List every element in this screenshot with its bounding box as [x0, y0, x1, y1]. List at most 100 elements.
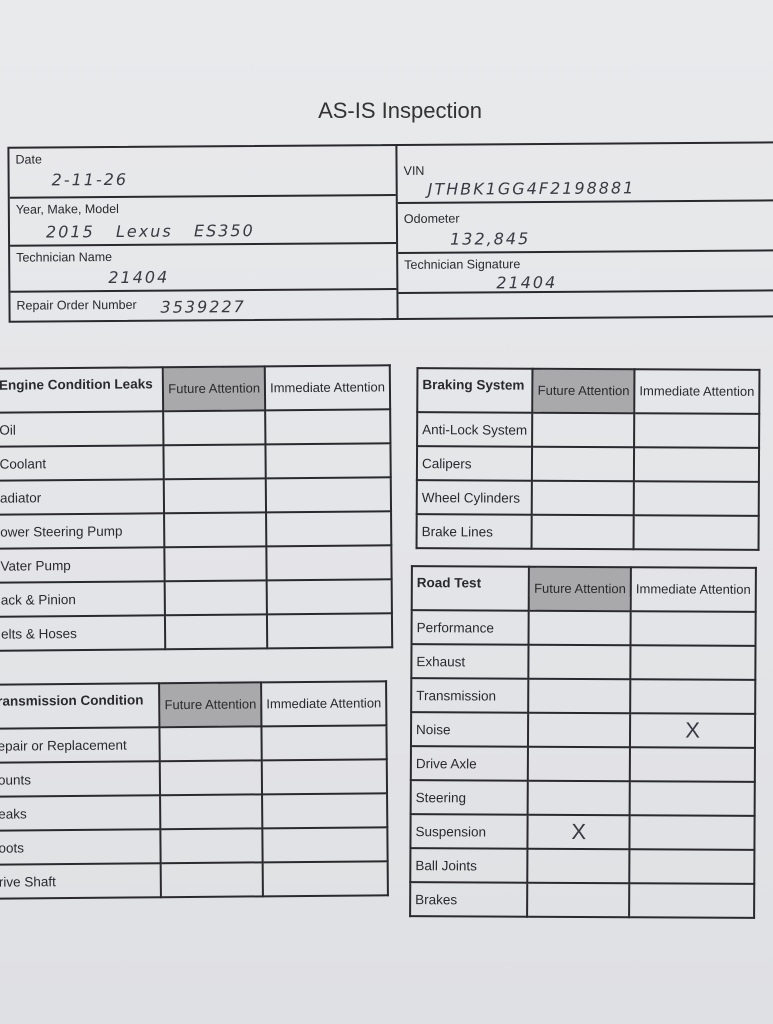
- future-attention-cell[interactable]: [527, 780, 630, 816]
- immediate-attention-cell[interactable]: [266, 511, 392, 547]
- future-attention-cell[interactable]: [528, 610, 631, 646]
- future-attention-header: Future Attention: [159, 682, 262, 728]
- date-label: Date: [15, 152, 42, 167]
- future-attention-cell[interactable]: [527, 882, 630, 918]
- immediate-attention-cell[interactable]: [262, 861, 388, 897]
- odometer-label: Odometer: [403, 211, 460, 226]
- header-row: ransmission Condition Future Attention Imm…: [0, 681, 387, 729]
- section-heading: Road Test: [411, 566, 530, 611]
- item-label: Performance: [411, 610, 529, 645]
- table-row: Wheel Cylinders: [416, 480, 759, 516]
- immediate-attention-cell[interactable]: [265, 477, 392, 513]
- immediate-attention-cell[interactable]: [261, 725, 387, 761]
- immediate-attention-cell[interactable]: [266, 545, 392, 581]
- table-row: Oil: [0, 409, 391, 447]
- ymm-label: Year, Make, Model: [15, 201, 119, 217]
- table-row: Vater Pump: [0, 545, 392, 583]
- tech-name-label: Technician Name: [16, 249, 113, 265]
- future-attention-cell[interactable]: X: [527, 814, 630, 850]
- table-row: epair or Replacement: [0, 725, 387, 763]
- tech-sig-label: Technician Signature: [404, 257, 521, 272]
- future-attention-cell[interactable]: [163, 410, 266, 446]
- immediate-attention-cell[interactable]: [261, 759, 388, 795]
- future-attention-cell[interactable]: [164, 512, 267, 548]
- item-label: Oil: [0, 411, 164, 447]
- future-attention-cell[interactable]: [163, 444, 266, 480]
- future-attention-cell[interactable]: [528, 678, 631, 714]
- immediate-attention-cell[interactable]: [629, 781, 755, 816]
- immediate-attention-cell[interactable]: [629, 815, 755, 850]
- table-row: oots: [0, 827, 388, 865]
- immediate-attention-cell[interactable]: [262, 827, 388, 863]
- table-row: Suspension X: [410, 814, 755, 850]
- immediate-attention-cell[interactable]: X: [630, 713, 756, 748]
- future-attention-cell[interactable]: [531, 514, 634, 550]
- immediate-attention-cell[interactable]: [629, 849, 755, 884]
- immediate-attention-cell[interactable]: [265, 443, 391, 479]
- item-label: Coolant: [0, 445, 165, 481]
- item-label: ounts: [0, 761, 161, 797]
- future-attention-cell[interactable]: [528, 712, 631, 748]
- future-attention-header: Future Attention: [528, 566, 632, 612]
- future-attention-cell[interactable]: [532, 480, 634, 516]
- item-label: ower Steering Pump: [0, 513, 165, 549]
- future-attention-cell[interactable]: [160, 794, 263, 830]
- item-label: Vater Pump: [0, 547, 165, 583]
- future-attention-cell[interactable]: [159, 726, 262, 762]
- page-title: AS-IS Inspection: [318, 98, 482, 123]
- date-field: Date 2-11-26: [9, 146, 396, 199]
- immediate-attention-cell[interactable]: [629, 883, 755, 918]
- future-attention-cell[interactable]: [164, 478, 267, 514]
- immediate-attention-cell[interactable]: [633, 515, 759, 550]
- future-attention-cell[interactable]: [160, 828, 263, 864]
- item-label: elts & Hoses: [0, 615, 166, 651]
- transmission-table: ransmission Condition Future Attention Imm…: [0, 680, 389, 899]
- table-row: ack & Pinion: [0, 579, 392, 617]
- future-attention-cell[interactable]: [160, 862, 264, 898]
- future-attention-cell[interactable]: [527, 848, 630, 884]
- table-row: Performance: [411, 610, 756, 646]
- future-attention-cell[interactable]: [532, 412, 635, 448]
- item-label: Wheel Cylinders: [416, 480, 533, 515]
- future-attention-cell[interactable]: [528, 644, 631, 680]
- future-attention-cell[interactable]: [164, 546, 267, 582]
- table-row: Steering: [410, 780, 755, 816]
- item-label: epair or Replacement: [0, 727, 161, 763]
- table-row: Brake Lines: [416, 514, 759, 550]
- immediate-attention-cell[interactable]: [633, 447, 760, 482]
- ymm-value: 2015 Lexus ES350: [45, 221, 255, 242]
- future-attention-cell[interactable]: [532, 446, 635, 482]
- table-row: elts & Hoses: [0, 613, 393, 651]
- immediate-attention-cell[interactable]: [633, 481, 759, 516]
- item-label: Ball Joints: [410, 848, 528, 883]
- table-row: ounts: [0, 759, 388, 797]
- item-label: oots: [0, 829, 161, 865]
- future-attention-cell[interactable]: [165, 614, 268, 650]
- item-label: Brakes: [410, 882, 528, 917]
- engine-table: Engine Condition Leaks Future Attention Im…: [0, 364, 393, 651]
- item-label: rive Shaft: [0, 863, 162, 899]
- immediate-attention-cell[interactable]: [630, 611, 756, 646]
- future-attention-cell[interactable]: [528, 746, 631, 782]
- immediate-attention-cell[interactable]: [262, 793, 388, 829]
- tech-sig-value: 21404: [496, 272, 558, 293]
- future-attention-cell[interactable]: [160, 760, 263, 796]
- immediate-attention-cell[interactable]: [265, 409, 391, 445]
- item-label: ack & Pinion: [0, 581, 166, 617]
- immediate-attention-cell[interactable]: [634, 413, 760, 448]
- table-row: Transmission: [411, 678, 756, 714]
- immediate-attention-cell[interactable]: [266, 579, 392, 615]
- immediate-attention-cell[interactable]: [630, 645, 756, 680]
- immediate-attention-cell[interactable]: [630, 679, 756, 714]
- item-label: Calipers: [416, 446, 533, 481]
- table-row: Anti-Lock System: [417, 412, 760, 448]
- immediate-attention-cell[interactable]: [267, 613, 393, 649]
- table-row: Ball Joints: [410, 848, 755, 884]
- item-label: Brake Lines: [416, 514, 533, 549]
- table-row: adiator: [0, 477, 392, 515]
- immediate-attention-header: Immediate Attention: [264, 365, 391, 411]
- immediate-attention-cell[interactable]: [629, 747, 755, 782]
- future-attention-cell[interactable]: [164, 580, 268, 616]
- item-label: Exhaust: [411, 644, 529, 679]
